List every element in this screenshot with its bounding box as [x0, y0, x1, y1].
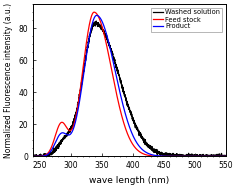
Product [120, 99, 123, 101]
Feed stock [93, 11, 96, 13]
Washed solution [183, 155, 186, 158]
Product [42, 155, 45, 157]
Line: Washed solution: Washed solution [33, 21, 226, 156]
Washed solution [126, 102, 128, 104]
Feed stock [120, 115, 123, 117]
Feed stock [224, 155, 227, 158]
Line: Feed stock: Feed stock [33, 12, 226, 156]
Line: Product: Product [33, 15, 226, 156]
Product [125, 118, 128, 120]
Product [224, 155, 227, 158]
Legend: Washed solution, Feed stock, Product: Washed solution, Feed stock, Product [150, 8, 222, 32]
Washed solution [120, 86, 123, 88]
Feed stock [125, 131, 128, 133]
Feed stock [219, 155, 221, 158]
Feed stock [42, 155, 45, 157]
Product [219, 155, 221, 158]
Washed solution [42, 155, 45, 158]
Washed solution [32, 155, 35, 157]
Y-axis label: Normalized Fluorescence intensity (a.u.): Normalized Fluorescence intensity (a.u.) [4, 3, 13, 158]
Washed solution [219, 155, 221, 157]
Washed solution [224, 155, 227, 158]
Washed solution [219, 155, 222, 158]
Feed stock [183, 155, 186, 158]
Feed stock [32, 155, 35, 158]
Product [32, 155, 35, 158]
Washed solution [32, 155, 35, 158]
Washed solution [95, 20, 98, 22]
Product [183, 155, 186, 158]
Product [95, 14, 98, 16]
Product [219, 155, 221, 158]
Feed stock [219, 155, 221, 158]
X-axis label: wave length (nm): wave length (nm) [89, 176, 169, 185]
